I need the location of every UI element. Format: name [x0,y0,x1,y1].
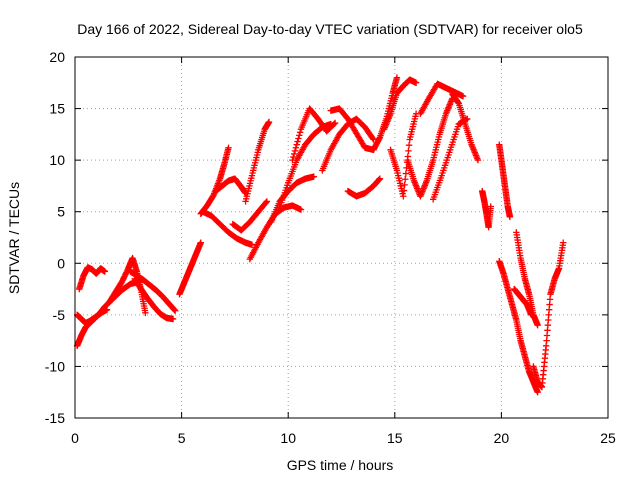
y-tick-label: 15 [49,101,65,117]
data-point [169,315,177,323]
y-axis-label: SDTVAR / TECUs [6,182,22,294]
data-point [262,199,270,206]
data-series [229,198,271,234]
data-point [534,389,541,396]
y-tick-label: 10 [49,152,65,168]
data-point [402,170,410,177]
data-series [127,268,179,314]
x-tick-label: 0 [71,430,79,446]
x-tick-label: 25 [600,430,616,446]
y-tick-label: 5 [57,204,65,220]
data-point [296,129,304,136]
data-series [344,175,384,200]
data-point [487,203,494,210]
y-tick-label: 0 [57,255,65,271]
data-point [101,268,109,275]
y-tick-label: -10 [45,358,65,374]
data-point [393,74,401,81]
data-point [369,135,376,142]
data-point [534,321,541,329]
data-point [263,198,271,205]
data-series [327,105,377,154]
data-point [297,206,305,213]
data-series [199,208,256,248]
data-point [402,176,409,183]
data-series [387,110,420,200]
data-series [176,239,204,298]
data-point [290,153,297,161]
data-point [291,147,299,155]
data-point [265,118,273,126]
data-series [76,264,109,293]
data-series [212,175,249,197]
data-point [289,156,296,164]
y-tick-label: -15 [45,410,65,426]
data-point [405,141,413,149]
data-point [293,141,300,148]
data-series [530,239,567,391]
data-point [376,175,384,182]
data-markers [73,74,567,396]
x-tick-label: 20 [494,430,510,446]
data-series [496,258,541,396]
data-point [294,138,301,145]
data-series [479,187,494,231]
x-tick-label: 5 [178,430,186,446]
data-point [331,119,339,127]
data-series [380,76,420,133]
data-point [172,307,179,314]
data-point [560,239,567,246]
data-series [267,173,317,226]
chart-title: Day 166 of 2022, Sidereal Day-to-day VTE… [77,21,583,37]
data-point [459,92,467,100]
data-point [405,147,412,155]
data-point [296,132,303,139]
data-series [289,105,339,164]
plot-frame [74,56,609,419]
x-tick-label: 15 [387,430,403,446]
data-series [513,229,541,329]
data-point [474,156,482,164]
data-point [401,181,408,189]
data-point [295,135,302,142]
axes: 0 5 10 15 20 25 -15 -10 -5 0 5 10 15 20 [45,49,616,446]
data-point [290,150,298,158]
data-point [400,187,408,194]
x-axis-label: GPS time / hours [287,457,394,473]
data-point [197,239,204,246]
data-point [248,241,256,248]
data-series [370,74,401,154]
data-series [73,278,143,349]
data-series [404,95,456,200]
data-point [225,144,232,151]
data-point [331,120,338,128]
x-tick-label: 10 [280,430,296,446]
data-series [242,118,273,205]
data-point [400,193,407,200]
data-point [292,144,300,151]
y-tick-label: 20 [49,49,65,65]
data-series [131,275,177,323]
data-series [429,115,471,203]
data-point [142,309,149,316]
data-point [506,213,514,221]
y-tick-label: -5 [53,307,66,323]
data-series [496,141,514,221]
data-point [412,79,420,86]
data-point [310,173,317,180]
grid-lines [75,57,608,418]
data-series [449,90,482,164]
